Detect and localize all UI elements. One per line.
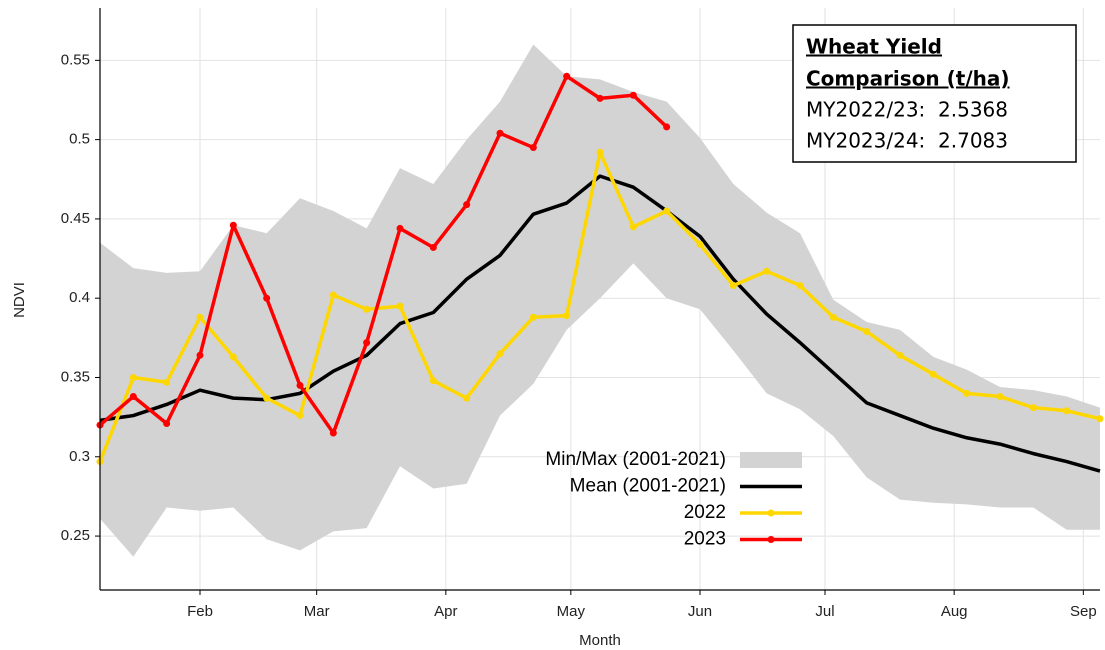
- data-point: [263, 394, 271, 402]
- x-tick-label: Apr: [434, 603, 457, 620]
- data-point: [929, 370, 937, 378]
- y-tick-label: 0.3: [69, 448, 90, 465]
- data-point: [229, 353, 237, 361]
- data-point: [1063, 407, 1071, 415]
- x-tick-label: Mar: [304, 603, 330, 620]
- data-point: [263, 294, 271, 302]
- data-point: [663, 207, 671, 215]
- data-point: [196, 313, 204, 321]
- y-tick-label: 0.35: [61, 368, 90, 385]
- data-point: [1096, 415, 1104, 423]
- y-tick-label: 0.5: [69, 131, 90, 148]
- legend-label: Mean (2001-2021): [570, 476, 726, 497]
- data-point: [196, 351, 204, 359]
- data-point: [363, 339, 371, 347]
- series-line: [98, 74, 668, 435]
- data-point: [796, 282, 804, 290]
- data-point: [896, 351, 904, 359]
- data-point: [563, 312, 571, 320]
- data-point: [429, 377, 437, 385]
- data-point: [296, 412, 304, 420]
- data-point: [363, 305, 371, 313]
- annotation-line: MY2023/24: 2.7083: [806, 129, 1008, 153]
- annotation-heading: Comparison (t/ha): [806, 67, 1010, 91]
- data-point: [129, 393, 137, 401]
- data-point: [563, 72, 571, 80]
- min-max-band: [100, 44, 1100, 557]
- data-point: [396, 224, 404, 232]
- data-point: [463, 394, 471, 402]
- data-point: [1029, 404, 1037, 412]
- data-point: [229, 221, 237, 229]
- x-tick-label: May: [557, 603, 586, 620]
- data-point: [729, 282, 737, 290]
- data-point: [163, 419, 171, 427]
- legend-marker: [767, 509, 775, 517]
- annotation-heading: Wheat Yield: [806, 35, 942, 59]
- legend: Min/Max (2001-2021) Mean (2001-2021) 2022 2…: [545, 449, 802, 550]
- data-point: [596, 148, 604, 156]
- data-point: [763, 267, 771, 275]
- x-tick-label: Feb: [187, 603, 213, 620]
- legend-marker: [767, 536, 775, 543]
- x-tick-label: Sep: [1070, 603, 1097, 620]
- data-point: [829, 313, 837, 321]
- y-tick-label: 0.25: [61, 527, 90, 544]
- y-tick-label: 0.4: [69, 289, 90, 306]
- annotation-box: [792, 24, 1077, 163]
- data-point: [129, 373, 137, 381]
- data-point: [496, 129, 504, 137]
- plot-area: [96, 44, 1104, 557]
- legend-label: 2023: [684, 529, 726, 550]
- x-tick-label: Aug: [941, 603, 968, 620]
- legend-label: Min/Max (2001-2021): [545, 449, 726, 470]
- data-point: [496, 350, 504, 358]
- data-point: [963, 389, 971, 397]
- x-tick-label: Jun: [688, 603, 712, 620]
- data-point: [529, 313, 537, 321]
- data-point: [863, 328, 871, 336]
- data-point: [463, 201, 471, 209]
- data-point: [163, 378, 171, 386]
- y-axis-label: NDVI: [11, 282, 28, 318]
- annotation-line: MY2022/23: 2.5368: [806, 98, 1008, 122]
- data-point: [329, 429, 337, 437]
- data-point: [296, 381, 304, 389]
- x-tick-label: Jul: [815, 603, 834, 620]
- data-point: [596, 94, 604, 102]
- data-point: [663, 123, 671, 131]
- data-point: [696, 240, 704, 248]
- data-point: [429, 243, 437, 251]
- data-point: [529, 144, 537, 152]
- data-point: [629, 91, 637, 99]
- legend-label: 2022: [684, 502, 726, 523]
- data-point: [629, 223, 637, 231]
- y-tick-label: 0.55: [61, 51, 90, 68]
- x-axis-label: Month: [579, 632, 621, 649]
- data-point: [329, 291, 337, 299]
- data-point: [396, 302, 404, 310]
- legend-swatch: [740, 452, 802, 468]
- y-tick-label: 0.45: [61, 210, 90, 227]
- data-point: [996, 393, 1004, 401]
